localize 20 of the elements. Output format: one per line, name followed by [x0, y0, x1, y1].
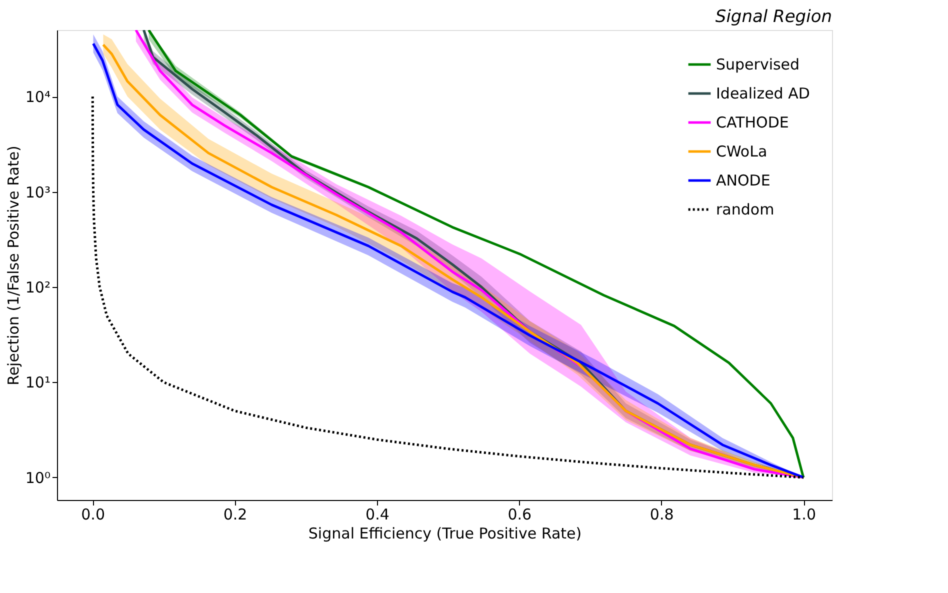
legend-label: Supervised: [716, 56, 800, 74]
y-tick-label: 10³: [25, 183, 50, 202]
y-tick-label: 10²: [25, 278, 50, 297]
legend-label: CWoLa: [716, 142, 768, 160]
x-tick-label: 0.0: [81, 506, 105, 524]
legend-label: random: [716, 200, 774, 218]
chart-title: Signal Region: [715, 7, 832, 27]
x-tick-label: 0.4: [366, 506, 390, 524]
legend-label: ANODE: [716, 172, 770, 190]
x-tick-label: 0.6: [508, 506, 532, 524]
y-tick-label: 10⁰: [25, 468, 50, 487]
legend-label: CATHODE: [716, 114, 789, 132]
x-axis-title: Signal Efficiency (True Positive Rate): [308, 524, 582, 542]
x-tick-label: 0.2: [223, 506, 248, 524]
x-tick-label: 0.8: [650, 506, 674, 524]
y-axis-title: Rejection (1/False Positive Rate): [4, 146, 22, 386]
x-tick-label: 1.0: [792, 506, 816, 524]
y-tick-label: 10¹: [25, 374, 50, 392]
y-tick-label: 10⁴: [25, 88, 50, 106]
legend-label: Idealized AD: [716, 84, 810, 102]
